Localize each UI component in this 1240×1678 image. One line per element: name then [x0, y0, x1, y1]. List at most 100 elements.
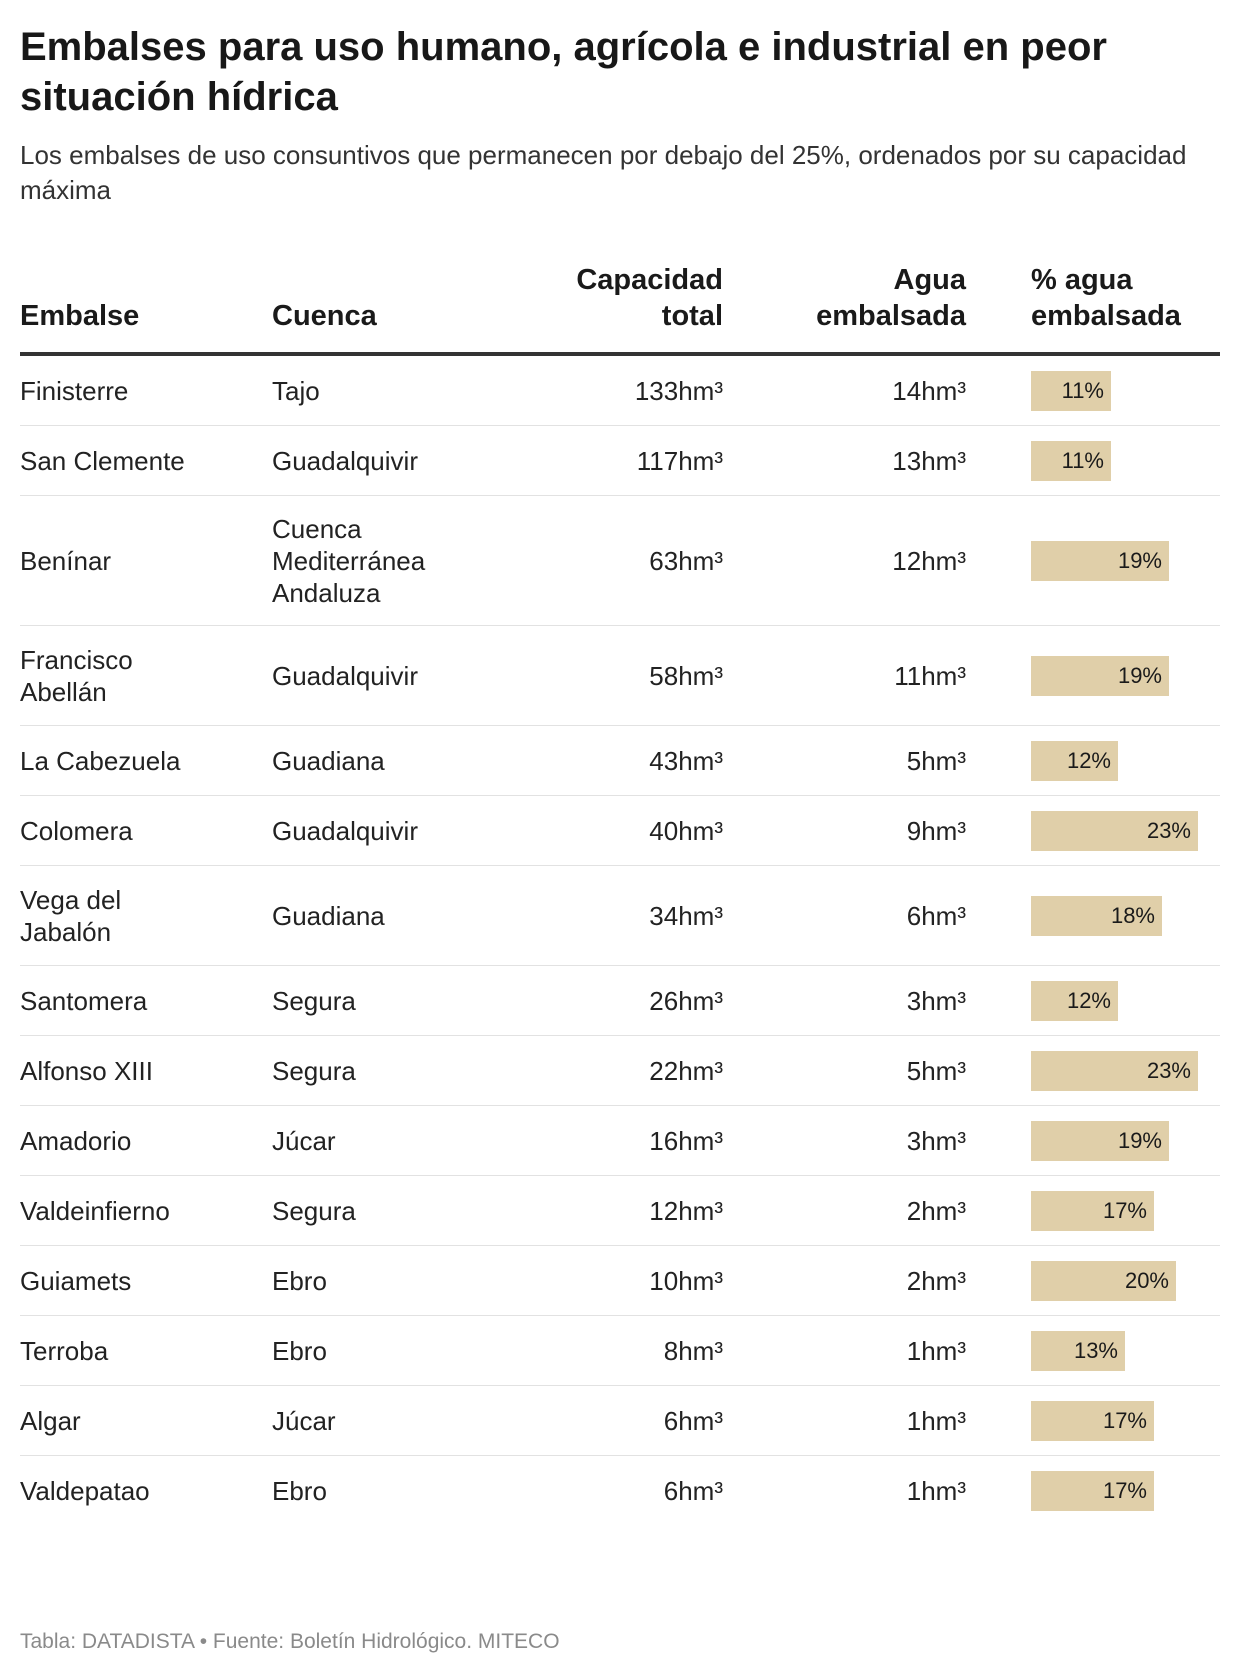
column-header-porcentaje-line1: % agua	[1031, 264, 1133, 296]
cell-agua: 2hm³	[723, 1245, 966, 1316]
cell-spacer	[966, 354, 1031, 426]
table-row: Francisco Abellán Guadalquivir 58hm³ 11hm³ 1…	[20, 625, 1220, 726]
column-header-embalse-label: Embalse	[20, 300, 140, 332]
cell-agua: 12hm³	[723, 495, 966, 626]
cell-capacidad: 26hm³	[472, 965, 723, 1036]
cell-capacidad: 58hm³	[472, 625, 723, 726]
cell-agua: 1hm³	[723, 1315, 966, 1386]
cell-cuenca: Guadiana	[272, 725, 472, 796]
percentage-label: 17%	[1102, 1407, 1147, 1433]
cell-embalse: Francisco Abellán	[20, 625, 272, 726]
cell-agua: 9hm³	[723, 795, 966, 866]
table-row: Amadorio Júcar 16hm³ 3hm³ 19%	[20, 1105, 1220, 1176]
percentage-bar: 17%	[1031, 1190, 1154, 1231]
cell-spacer	[966, 1385, 1031, 1456]
cell-capacidad: 16hm³	[472, 1105, 723, 1176]
cell-cuenca: Segura	[272, 1175, 472, 1246]
percentage-bar: 11%	[1031, 440, 1111, 481]
cell-embalse: San Clemente	[20, 425, 272, 496]
cell-porcentaje: 17%	[1031, 1456, 1220, 1526]
cell-spacer	[966, 795, 1031, 866]
cell-capacidad: 12hm³	[472, 1175, 723, 1246]
percentage-label: 17%	[1102, 1477, 1147, 1503]
cell-embalse: Alfonso XIII	[20, 1035, 272, 1106]
table-body: Finisterre Tajo 133hm³ 14hm³ 11% San Clemente…	[20, 354, 1220, 1525]
cell-cuenca: Guadiana	[272, 865, 472, 966]
percentage-label: 23%	[1146, 817, 1191, 843]
cell-porcentaje: 23%	[1031, 795, 1220, 866]
table-row: Vega del Jabalón Guadiana 34hm³ 6hm³ 18%	[20, 865, 1220, 966]
table-row: Alfonso XIII Segura 22hm³ 5hm³ 23%	[20, 1035, 1220, 1106]
cell-agua: 6hm³	[723, 865, 966, 966]
cell-cuenca: Ebro	[272, 1315, 472, 1386]
cell-cuenca: Júcar	[272, 1105, 472, 1176]
percentage-label: 18%	[1110, 902, 1155, 928]
column-header-spacer	[966, 262, 1031, 356]
source-note: Tabla: DATADISTA • Fuente: Boletín Hidro…	[20, 1630, 560, 1653]
cell-spacer	[966, 495, 1031, 626]
cell-spacer	[966, 725, 1031, 796]
percentage-label: 20%	[1124, 1267, 1169, 1293]
percentage-bar: 19%	[1031, 1120, 1169, 1161]
cell-embalse: Colomera	[20, 795, 272, 866]
cell-cuenca: Ebro	[272, 1245, 472, 1316]
table-row: Finisterre Tajo 133hm³ 14hm³ 11%	[20, 354, 1220, 426]
cell-agua: 1hm³	[906, 1475, 966, 1506]
percentage-bar: 12%	[1031, 740, 1118, 781]
column-header-cuenca[interactable]: Cuenca	[272, 262, 472, 356]
column-header-capacidad[interactable]: Capacidad total	[472, 262, 723, 356]
cell-capacidad: 8hm³	[472, 1315, 723, 1386]
cell-porcentaje: 20%	[1031, 1245, 1220, 1316]
percentage-bar: 23%	[1031, 1050, 1198, 1091]
cell-agua: 5hm³	[723, 1035, 966, 1106]
percentage-label: 13%	[1073, 1337, 1118, 1363]
percentage-bar: 19%	[1031, 540, 1169, 581]
cell-spacer	[966, 625, 1031, 726]
cell-capacidad: 43hm³	[472, 725, 723, 796]
cell-cuenca: Cuenca Mediterránea Andaluza	[272, 495, 472, 626]
cell-spacer	[966, 865, 1031, 966]
cell-porcentaje: 18%	[1031, 865, 1220, 966]
cell-cuenca: Guadalquivir	[272, 425, 472, 496]
cell-spacer	[966, 425, 1031, 496]
cell-capacidad: 22hm³	[472, 1035, 723, 1106]
cell-embalse: Santomera	[20, 965, 272, 1036]
cell-capacidad: 34hm³	[472, 865, 723, 966]
cell-spacer	[966, 1035, 1031, 1106]
table-row: La Cabezuela Guadiana 43hm³ 5hm³ 12%	[20, 725, 1220, 796]
table-row: Algar Júcar 6hm³ 1hm³ 17%	[20, 1385, 1220, 1456]
cell-porcentaje: 17%	[1031, 1385, 1220, 1456]
table-row: Terroba Ebro 8hm³ 1hm³ 13%	[20, 1315, 1220, 1386]
percentage-label: 11%	[1061, 377, 1104, 403]
cell-agua: 5hm³	[723, 725, 966, 796]
percentage-bar: 18%	[1031, 895, 1162, 936]
cell-embalse: Finisterre	[20, 354, 272, 426]
column-header-porcentaje[interactable]: % agua embalsada	[1031, 262, 1220, 356]
cell-cuenca: Guadalquivir	[272, 795, 472, 866]
cell-spacer	[966, 1245, 1031, 1316]
column-header-agua[interactable]: Agua embalsada	[723, 262, 966, 356]
table-row: Colomera Guadalquivir 40hm³ 9hm³ 23%	[20, 795, 1220, 866]
column-header-embalse[interactable]: Embalse	[20, 262, 272, 356]
percentage-bar: 13%	[1031, 1330, 1125, 1371]
percentage-label: 17%	[1102, 1197, 1147, 1223]
table-row: Valdeinfierno Segura 12hm³ 2hm³ 17%	[20, 1175, 1220, 1246]
percentage-bar: 17%	[1031, 1470, 1154, 1511]
cell-cuenca: Segura	[272, 965, 472, 1036]
cell-porcentaje: 11%	[1031, 425, 1220, 496]
cell-capacidad: 133hm³	[472, 354, 723, 426]
percentage-bar: 11%	[1031, 370, 1111, 411]
table-row: Valdepatao Ebro 6hm³ 1hm³ 17%	[20, 1456, 1220, 1526]
cell-agua: 13hm³	[723, 425, 966, 496]
percentage-label: 23%	[1146, 1057, 1191, 1083]
cell-capacidad: 117hm³	[472, 425, 723, 496]
cell-cuenca: Tajo	[272, 354, 472, 426]
cell-embalse: Vega del Jabalón	[20, 865, 272, 966]
cell-embalse: Valdepatao	[20, 1475, 150, 1506]
cell-spacer	[966, 1456, 1031, 1526]
table-row: Santomera Segura 26hm³ 3hm³ 12%	[20, 965, 1220, 1036]
percentage-bar: 20%	[1031, 1260, 1176, 1301]
cell-cuenca: Ebro	[272, 1475, 327, 1506]
chart-container: Embalses para uso humano, agrícola e ind…	[20, 0, 1220, 1653]
table-header-row: Embalse Cuenca Capacidad total Agua emba…	[20, 262, 1220, 356]
